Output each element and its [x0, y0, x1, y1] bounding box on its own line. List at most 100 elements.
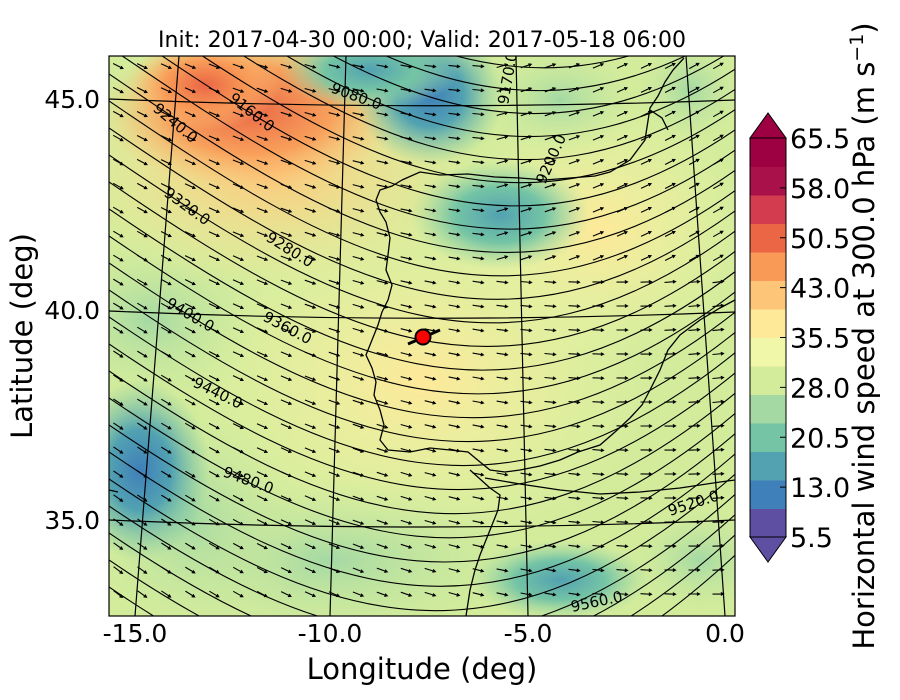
wind-vector [520, 111, 533, 117]
wind-vector [616, 448, 629, 453]
wind-vector [616, 568, 629, 573]
wind-vector [161, 566, 172, 574]
wind-vector [328, 88, 341, 93]
wind-vector [256, 327, 269, 333]
wind-vector [184, 279, 196, 286]
wind-vector [424, 160, 437, 165]
colorbar-tick-label: 50.5 [790, 224, 850, 255]
wind-vector [352, 567, 365, 573]
wind-vector [424, 232, 437, 237]
wind-vector [448, 472, 461, 477]
contour-line [385, 56, 687, 92]
wind-vector [592, 255, 605, 261]
wind-vector [352, 543, 365, 549]
wind-vector [712, 423, 725, 428]
wind-vector [184, 87, 197, 94]
wind-vector [544, 87, 557, 93]
wind-vector [137, 470, 148, 478]
wind-vector [280, 111, 293, 117]
wind-vector [280, 447, 293, 454]
wind-vector [184, 255, 196, 262]
wind-vector [712, 568, 725, 572]
wind-vector [496, 592, 509, 597]
wind-vector [328, 183, 341, 189]
contour-line [109, 397, 735, 539]
wind-vector [160, 278, 172, 286]
wind-vector [160, 254, 172, 262]
wind-vector [113, 422, 124, 430]
wind-vector [640, 544, 653, 549]
wind-vector [520, 255, 533, 261]
wind-vector [232, 279, 245, 286]
wind-vector [496, 280, 509, 285]
wind-vector [592, 87, 605, 93]
wind-vector [304, 591, 317, 598]
wind-vector [592, 520, 605, 525]
wind-vector [568, 280, 581, 285]
wind-vector [424, 472, 437, 477]
wind-vector [400, 591, 413, 597]
wind-vector [616, 62, 629, 69]
colorbar-units-close: ) [847, 22, 881, 33]
wind-vector [544, 135, 557, 141]
colorbar-segment [750, 508, 786, 538]
wind-vector [544, 592, 557, 597]
wind-vector [544, 111, 557, 117]
wind-vector [616, 592, 629, 597]
wind-vector [352, 495, 365, 501]
wind-vector [400, 376, 413, 381]
wind-vector [568, 328, 581, 333]
wind-vector [185, 518, 196, 526]
colorbar-units: (m s [847, 62, 881, 126]
parallel-35 [109, 519, 735, 528]
wind-vector [136, 135, 148, 142]
contour-line [109, 127, 735, 300]
wind-vector [688, 520, 701, 524]
wind-vector [184, 374, 196, 382]
wind-vector [688, 472, 701, 476]
wind-vector [448, 208, 461, 213]
wind-vector [544, 496, 557, 501]
wind-vector [688, 399, 701, 404]
wind-vector [256, 567, 268, 574]
wind-vector [304, 159, 317, 165]
colorbar-segment [750, 166, 786, 196]
wind-vector [256, 423, 269, 430]
wind-vector [185, 542, 196, 550]
wind-vector [232, 63, 245, 69]
wind-vector [400, 400, 413, 405]
wind-vector [424, 495, 437, 501]
wind-vector [280, 279, 293, 285]
wind-vector [208, 207, 221, 214]
wind-vector [640, 472, 653, 476]
wind-vector [400, 447, 413, 453]
wind-vector [616, 376, 629, 380]
wind-vector [184, 135, 197, 142]
wind-vector [520, 592, 533, 597]
contour-line [201, 56, 735, 184]
wind-vector [400, 495, 413, 501]
wind-vector [664, 86, 676, 93]
wind-vector [137, 398, 148, 406]
wind-vector [304, 87, 317, 93]
wind-vector [424, 352, 437, 357]
wind-vector [113, 398, 124, 406]
colorbar-units-exponent: −1 [846, 34, 868, 62]
wind-vector [304, 63, 317, 69]
wind-vector [304, 519, 317, 526]
colorbar: 65.5 58.0 50.5 43.0 35.5 28.0 20.5 13.0 5.5 Hori… [749, 22, 881, 650]
wind-vector [568, 568, 581, 573]
wind-vector [160, 111, 173, 118]
wind-vector [448, 328, 461, 333]
wind-vector [664, 254, 676, 261]
wind-vector [137, 518, 148, 526]
wind-vector [472, 256, 485, 261]
wind-vector [616, 352, 629, 356]
wind-vector [568, 352, 581, 357]
wind-vector [712, 303, 725, 308]
wind-vector [400, 328, 413, 333]
wind-vector [424, 184, 437, 189]
wind-vector [304, 231, 317, 237]
wind-vector [280, 495, 293, 502]
